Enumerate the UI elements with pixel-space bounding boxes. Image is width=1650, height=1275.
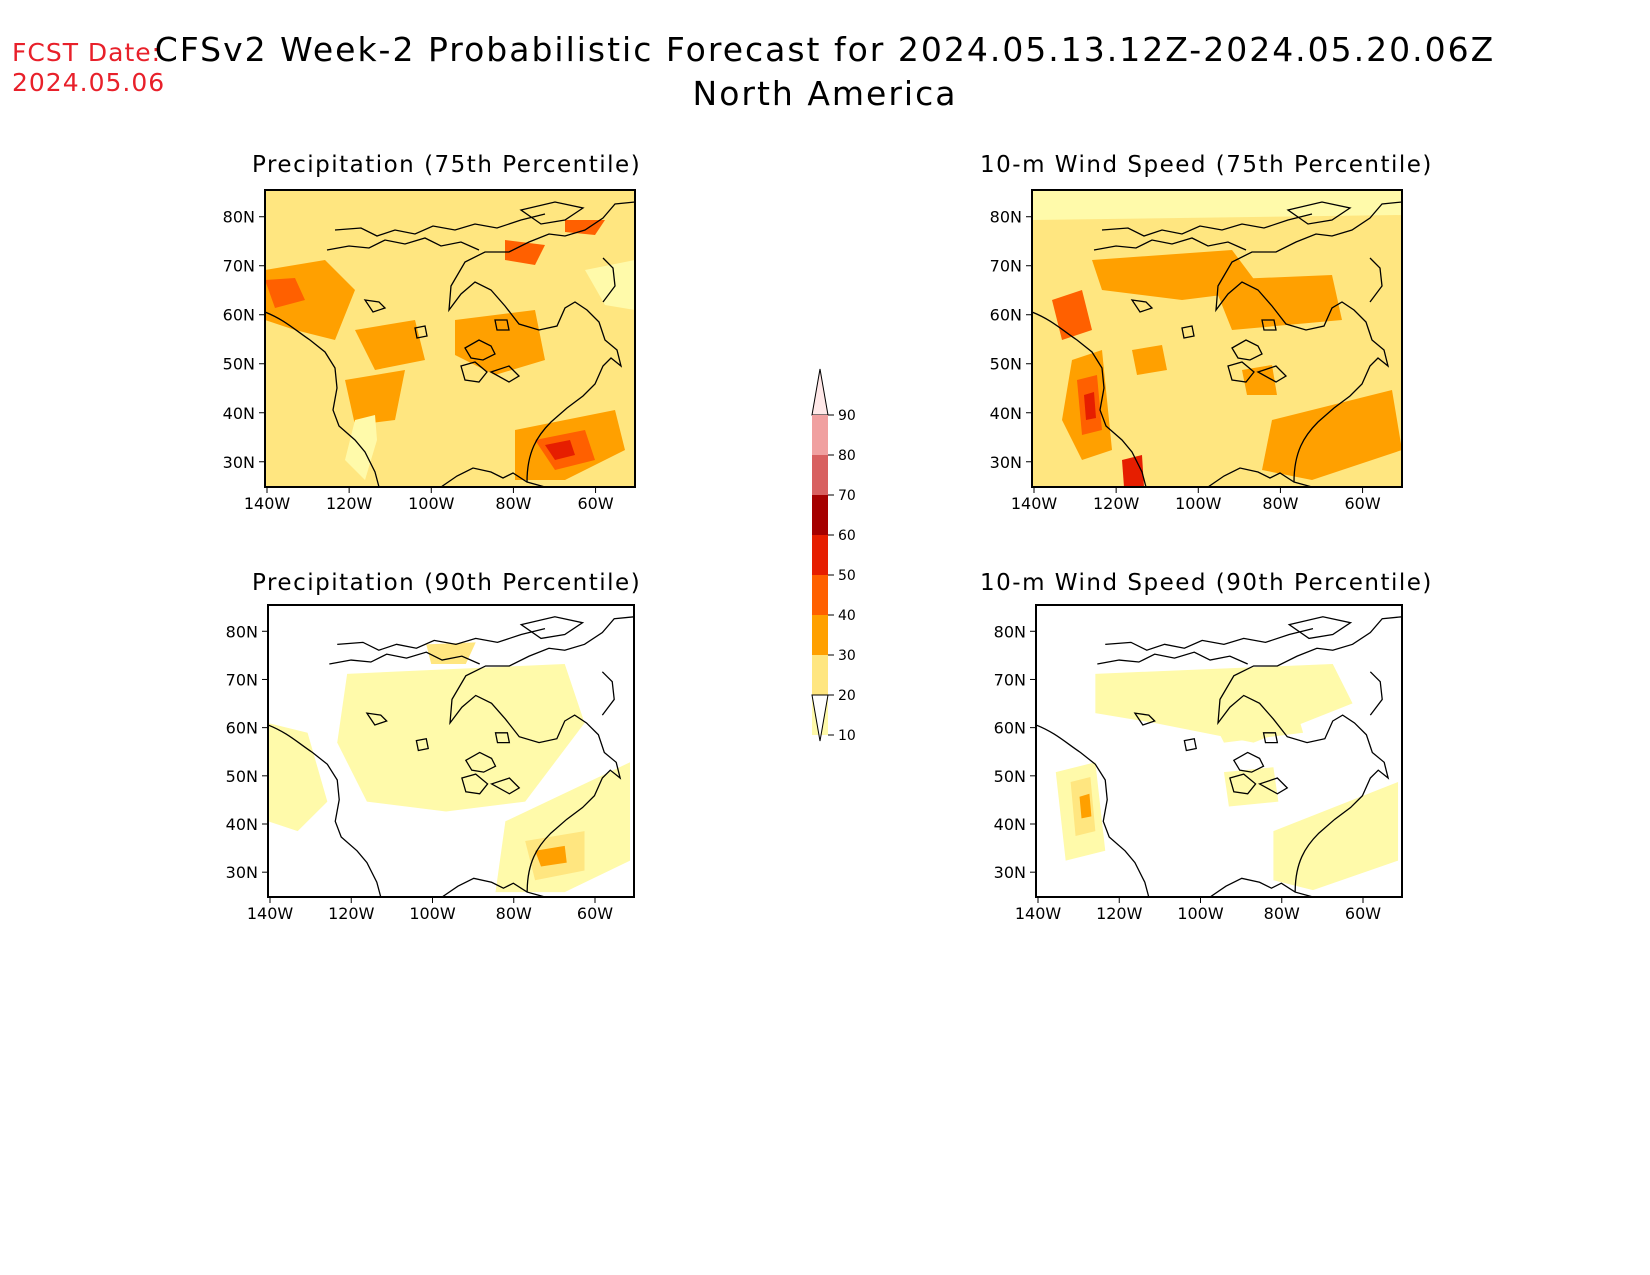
colorbar-bottom-triangle: [811, 694, 829, 742]
region-subtitle: North America: [692, 74, 958, 113]
map-frame: [267, 604, 635, 898]
lat-tick-label: 40N: [994, 815, 1026, 834]
colorbar-level-label: 60: [838, 528, 856, 544]
lat-tick-label: 30N: [994, 863, 1026, 882]
lon-tick-label: 60W: [1345, 904, 1381, 923]
map-frame: [264, 189, 636, 488]
lon-tick-label: 120W: [1096, 904, 1143, 923]
colorbar-level-label: 50: [838, 568, 856, 584]
map-panel-wind-90: 80N 70N 60N 50N 40N 30N 140W 120W 100W 80W 60W: [994, 604, 1403, 923]
lat-tick-label: 40N: [226, 815, 258, 834]
colorbar-top-triangle: [811, 368, 829, 416]
lat-tick-label: 70N: [990, 257, 1022, 276]
lat-tick-label: 60N: [994, 719, 1026, 738]
panel-title-wind-90: 10-m Wind Speed (90th Percentile): [980, 570, 1433, 596]
map-panel-precip-75: 80N 70N 60N 50N 40N 30N 140W 120W 100W 80W 60W: [223, 189, 636, 513]
lon-tick-label: 100W: [409, 904, 456, 923]
lat-tick-label: 80N: [223, 208, 255, 227]
colorbar-level-label: 40: [838, 608, 856, 624]
lon-tick-label: 140W: [244, 494, 291, 513]
map-frame: [1031, 189, 1403, 488]
colorbar-segment: [812, 615, 828, 655]
lon-tick-label: 100W: [1177, 904, 1224, 923]
lat-tick-label: 30N: [226, 863, 258, 882]
lon-tick-label: 120W: [326, 494, 373, 513]
lat-tick-label: 30N: [223, 453, 255, 472]
colorbar: 10 20 30 40 50 60 70 80 90: [811, 368, 856, 744]
lon-tick-label: 140W: [247, 904, 294, 923]
lon-tick-label: 60W: [577, 904, 613, 923]
lat-tick-label: 60N: [990, 306, 1022, 325]
colorbar-level-label: 30: [838, 648, 856, 664]
lon-tick-label: 60W: [1344, 494, 1380, 513]
lon-tick-label: 80W: [495, 494, 531, 513]
colorbar-level-label: 20: [838, 688, 856, 704]
lat-tick-label: 50N: [226, 767, 258, 786]
lat-tick-label: 30N: [990, 453, 1022, 472]
lon-tick-label: 80W: [1262, 494, 1298, 513]
lon-tick-label: 80W: [496, 904, 532, 923]
lat-tick-label: 80N: [994, 622, 1026, 641]
main-title: CFSv2 Week-2 Probabilistic Forecast for …: [154, 30, 1496, 69]
colorbar-segment: [812, 495, 828, 535]
lat-tick-label: 70N: [994, 670, 1026, 689]
panel-title-precip-90: Precipitation (90th Percentile): [252, 570, 642, 596]
colorbar-level-label: 90: [838, 408, 856, 424]
lat-tick-label: 60N: [226, 719, 258, 738]
colorbar-level-label: 70: [838, 488, 856, 504]
lat-tick-label: 80N: [990, 208, 1022, 227]
shaded-field: [268, 605, 634, 897]
lat-tick-label: 50N: [990, 355, 1022, 374]
shaded-field: [1032, 190, 1402, 487]
colorbar-level-label: 10: [838, 728, 856, 744]
lat-tick-label: 40N: [990, 404, 1022, 423]
colorbar-segment: [812, 535, 828, 575]
lat-tick-label: 40N: [223, 404, 255, 423]
colorbar-level-label: 80: [838, 448, 856, 464]
lat-tick-label: 70N: [223, 257, 255, 276]
colorbar-segment: [812, 575, 828, 615]
lon-tick-label: 140W: [1011, 494, 1058, 513]
colorbar-segment: [812, 415, 828, 455]
lon-tick-label: 80W: [1264, 904, 1300, 923]
shaded-field: [265, 190, 635, 487]
map-panel-precip-90: 80N 70N 60N 50N 40N 30N 140W 120W 100W 80W 60W: [226, 604, 635, 923]
lon-tick-label: 120W: [328, 904, 375, 923]
forecast-date-block: FCST Date: 2024.05.06: [12, 38, 165, 98]
lat-tick-label: 50N: [994, 767, 1026, 786]
fcst-date-value: 2024.05.06: [12, 68, 166, 97]
lat-tick-label: 50N: [223, 355, 255, 374]
lon-tick-label: 60W: [577, 494, 613, 513]
fcst-date-label: FCST Date:: [12, 38, 162, 67]
shaded-field: [1036, 605, 1402, 897]
lat-tick-label: 70N: [226, 670, 258, 689]
lat-tick-label: 80N: [226, 622, 258, 641]
colorbar-segment: [812, 455, 828, 495]
panel-title-wind-75: 10-m Wind Speed (75th Percentile): [980, 152, 1433, 178]
panel-title-precip-75: Precipitation (75th Percentile): [252, 152, 642, 178]
lon-tick-label: 120W: [1093, 494, 1140, 513]
lat-tick-label: 60N: [223, 306, 255, 325]
lon-tick-label: 100W: [1175, 494, 1222, 513]
lon-tick-label: 100W: [408, 494, 455, 513]
colorbar-segment: [812, 655, 828, 695]
map-frame: [1035, 604, 1403, 898]
lon-tick-label: 140W: [1015, 904, 1062, 923]
map-panel-wind-75: 80N 70N 60N 50N 40N 30N 140W 120W 100W 80W 60W: [990, 189, 1403, 513]
